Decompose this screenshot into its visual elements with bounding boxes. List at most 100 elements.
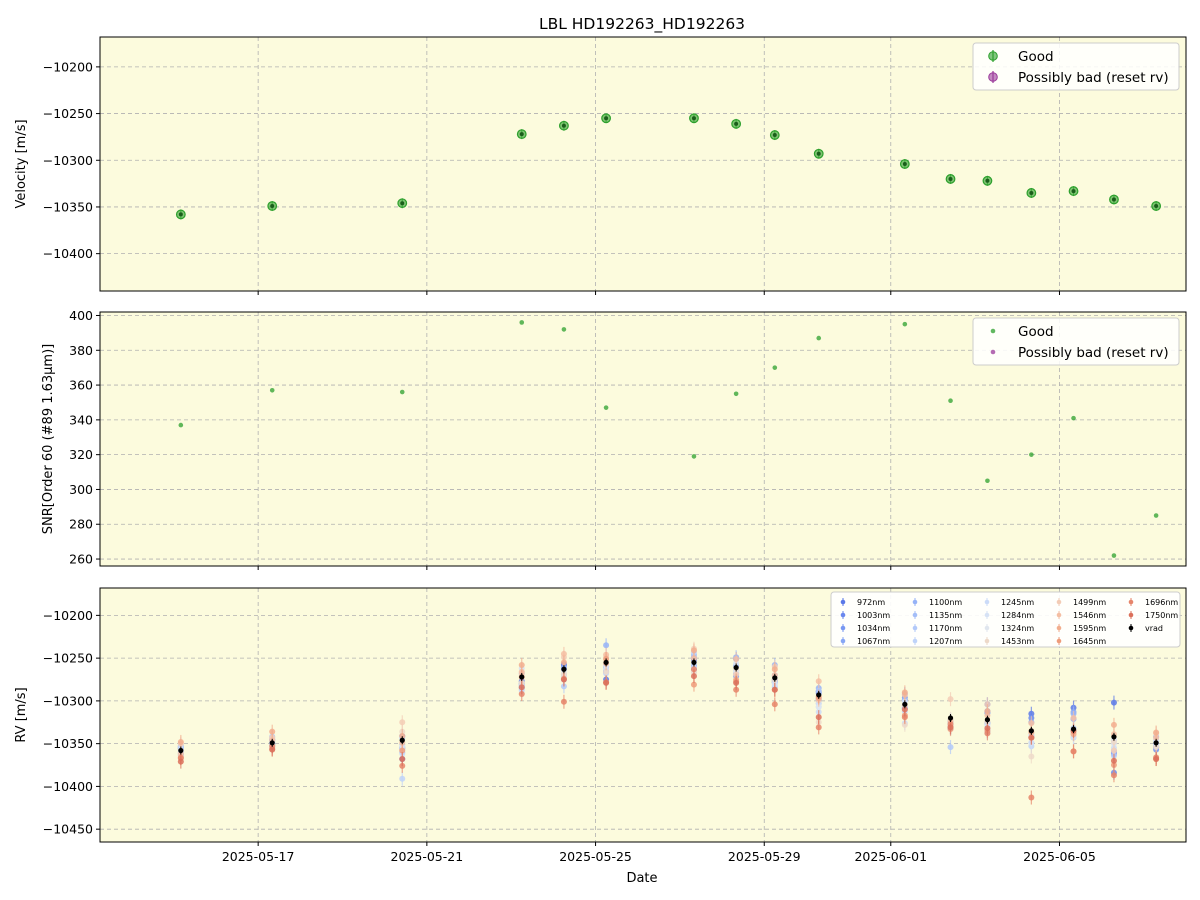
rv-legend-label: 1645nm — [1073, 637, 1106, 646]
legend-marker-0 — [988, 51, 998, 61]
rv-point-1595nm — [399, 732, 406, 739]
velocity-point-core — [178, 212, 183, 217]
y-tick-label: 280 — [69, 517, 93, 532]
y-tick-label: 380 — [69, 343, 93, 358]
velocity-point-core — [1071, 189, 1076, 194]
rv-point-1696nm — [1028, 794, 1035, 801]
rv-legend-label: 1034nm — [857, 624, 890, 633]
rv-point-972nm — [1110, 699, 1117, 706]
rv-point-1595nm — [269, 728, 276, 735]
rv-legend-label: 1453nm — [1001, 637, 1034, 646]
rv-point-1595nm — [1153, 729, 1160, 736]
rv-point-1546nm — [733, 655, 740, 662]
rv-point-1750nm — [947, 724, 954, 731]
plot-frame — [99, 36, 1187, 292]
snr-point — [902, 321, 908, 327]
snr-point — [269, 387, 275, 393]
y-tick-label: −10250 — [43, 651, 93, 666]
velocity-point-core — [561, 123, 566, 128]
rv-point-1595nm — [1110, 721, 1117, 728]
x-tick-label: 2025-05-21 — [391, 849, 464, 864]
x-tick-label: 2025-05-17 — [222, 849, 295, 864]
rv-point-1645nm — [690, 681, 697, 688]
rv-legend-marker — [912, 625, 918, 631]
rv-point-1750nm — [1153, 756, 1160, 763]
rv-point-1595nm — [560, 659, 567, 666]
y-tick-label: 360 — [69, 378, 93, 393]
legend-label-0: Good — [1018, 49, 1054, 65]
rv-point-1546nm — [690, 655, 697, 662]
rv-legend-marker — [840, 599, 846, 605]
vrad-point — [178, 747, 184, 754]
rv-point-1453nm — [603, 668, 610, 675]
rv-point-1750nm — [560, 676, 567, 683]
vrad-point — [603, 659, 609, 666]
y-tick-label: 260 — [69, 552, 93, 567]
y-tick-label: −10350 — [43, 199, 93, 214]
rv-point-1595nm — [984, 708, 991, 715]
y-tick-label: 400 — [69, 308, 93, 323]
rv-panel: RV [m/s] 2025-05-17 2025-05-21 2025-05-25 2… — [14, 587, 1187, 864]
rv-point-1750nm — [901, 706, 908, 713]
snr-point — [178, 422, 184, 428]
vrad-point — [1070, 726, 1077, 732]
rv-point-1499nm — [947, 696, 954, 703]
chart-title: LBL HD192263_HD192263 — [539, 15, 745, 34]
rv-point-1645nm — [399, 747, 406, 754]
vrad-point — [772, 675, 778, 681]
y-axis-label-velocity: Velocity [m/s] — [14, 119, 29, 208]
vrad-point — [902, 701, 908, 707]
rv-point-1595nm — [901, 689, 908, 696]
rv-point-1453nm — [1153, 744, 1160, 751]
velocity-point-core — [1111, 197, 1116, 202]
rv-point-1696nm — [1110, 772, 1117, 779]
velocity-point-core — [1154, 204, 1159, 209]
snr-point — [733, 391, 739, 397]
y-tick-label: −10300 — [43, 153, 93, 168]
x-tick-label: 2025-06-05 — [1023, 849, 1096, 864]
vrad-point — [1153, 740, 1159, 746]
y-tick-label: −10450 — [43, 822, 93, 837]
rv-point-1453nm — [1028, 753, 1035, 760]
snr-point — [948, 398, 953, 404]
rv-legend-marker — [1128, 599, 1134, 605]
rv-legend-marker — [1128, 625, 1134, 631]
snr-point — [1071, 415, 1076, 421]
velocity-point-core — [604, 116, 609, 121]
y-tick-label: 320 — [69, 447, 93, 462]
rv-point-1750nm — [690, 673, 697, 680]
vrad-point — [399, 737, 405, 743]
rv-legend-label: 1135nm — [929, 611, 962, 620]
y-tick-label: −10400 — [43, 246, 93, 261]
vrad-point — [816, 692, 822, 698]
legend-label-0: Good — [1018, 324, 1054, 340]
snr-point — [399, 389, 405, 395]
snr-point — [519, 320, 525, 325]
rv-point-1546nm — [1028, 720, 1035, 727]
rv-legend-marker — [912, 612, 918, 618]
rv-legend-label: 1245nm — [1001, 598, 1034, 607]
y-tick-label: −10200 — [43, 59, 93, 74]
rv-point-1696nm — [815, 724, 822, 731]
velocity-point-core — [985, 178, 990, 183]
y-tick-label: 300 — [69, 482, 93, 497]
vrad-point — [269, 740, 275, 746]
rv-point-1750nm — [815, 714, 822, 721]
velocity-point-core — [519, 132, 524, 137]
velocity-point-core — [270, 204, 275, 209]
legend-box — [972, 317, 1180, 366]
velocity-point-core — [691, 116, 696, 121]
legend-marker-1 — [990, 349, 996, 355]
rv-point-1750nm — [733, 679, 740, 686]
vrad-point — [691, 659, 697, 666]
rv-legend-label: 1003nm — [857, 611, 890, 620]
rv-legend-label: vrad — [1145, 624, 1163, 633]
rv-legend-box — [830, 591, 1181, 648]
rv-point-1750nm — [1028, 734, 1035, 741]
vrad-point — [984, 717, 991, 723]
y-tick-label: −10200 — [43, 608, 93, 623]
rv-legend-marker — [984, 638, 990, 644]
velocity-point-core — [948, 176, 953, 181]
rv-legend-label: 1499nm — [1073, 598, 1106, 607]
